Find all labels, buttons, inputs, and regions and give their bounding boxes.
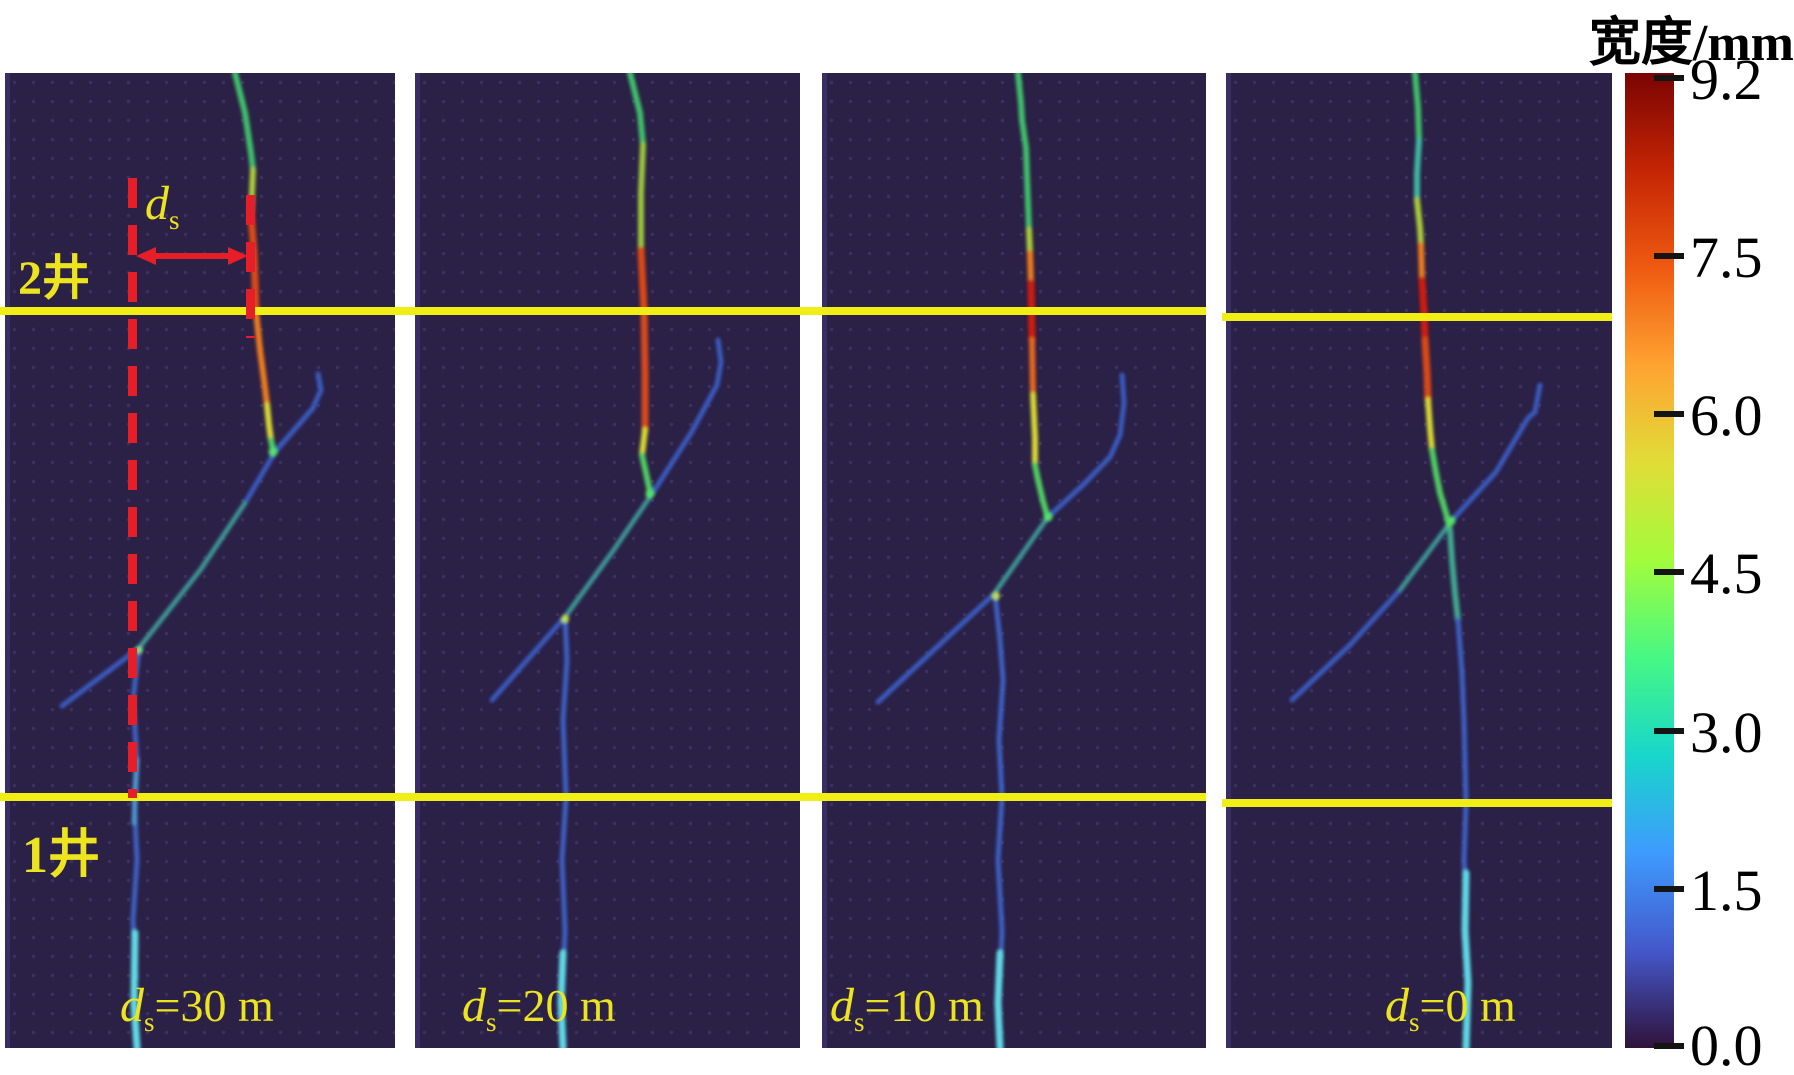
label-var: d — [830, 979, 854, 1032]
label-sub: s — [854, 1007, 865, 1038]
panel-edge — [5, 73, 10, 1048]
fracture-map-ds-20 — [489, 73, 724, 1048]
ds-left-dashed-line — [128, 178, 137, 798]
panel-edge — [1226, 73, 1231, 1048]
panel-edge — [415, 73, 420, 1048]
label-rest: =20 m — [496, 980, 616, 1031]
fracture-map-ds-30 — [59, 73, 324, 1048]
colorbar-tick-label: 9.2 — [1690, 47, 1763, 112]
panel-ds-20 — [415, 73, 800, 1048]
colorbar-tick-label: 0.0 — [1690, 1013, 1763, 1075]
well1-line-main — [0, 793, 1206, 801]
colorbar-gradient — [1625, 73, 1674, 1048]
colorbar-tick — [1654, 411, 1684, 417]
colorbar-tick-label: 3.0 — [1690, 700, 1763, 765]
label-rest: =30 m — [154, 980, 274, 1031]
colorbar-tick-label: 6.0 — [1690, 383, 1763, 448]
colorbar-tick — [1654, 1043, 1684, 1049]
well1-label: 1井 — [22, 827, 101, 884]
panel-label-ds-20: ds=20 m — [462, 978, 616, 1036]
colorbar-title: 宽度/mm — [1588, 15, 1794, 72]
label-sub: s — [144, 1007, 155, 1038]
label-var: d — [1385, 979, 1409, 1032]
panel-edge — [822, 73, 827, 1048]
panel-label-ds-0: ds=0 m — [1385, 978, 1516, 1036]
panel-label-ds-30: ds=30 m — [120, 978, 274, 1036]
panel-ds-30 — [5, 73, 395, 1048]
colorbar-tick-label: 7.5 — [1690, 225, 1763, 290]
label-rest: =0 m — [1419, 980, 1516, 1031]
label-rest: =10 m — [864, 980, 984, 1031]
ds-double-arrow — [136, 247, 248, 265]
well2-label: 2井 — [18, 252, 91, 305]
colorbar-tick-label: 1.5 — [1690, 858, 1763, 923]
well2-line-panel4 — [1222, 313, 1612, 321]
fracture-map-ds-0 — [1289, 73, 1543, 1048]
label-var: d — [462, 979, 486, 1032]
colorbar-tick — [1654, 253, 1684, 259]
label-sub: s — [486, 1007, 497, 1038]
well1-line-panel4 — [1222, 799, 1612, 807]
ds-sub: s — [169, 205, 180, 236]
label-var: d — [120, 979, 144, 1032]
ds-annotation-label: ds — [145, 176, 180, 234]
colorbar-tick — [1654, 886, 1684, 892]
fracture-map-ds-10 — [875, 73, 1127, 1048]
panel-ds-0 — [1226, 73, 1612, 1048]
colorbar-tick-label: 4.5 — [1690, 541, 1763, 606]
panel-label-ds-10: ds=10 m — [830, 978, 984, 1036]
colorbar-tick — [1654, 728, 1684, 734]
panel-ds-10 — [822, 73, 1206, 1048]
ds-right-dashed-line — [246, 195, 255, 338]
colorbar-tick — [1654, 569, 1684, 575]
colorbar-tick — [1654, 75, 1684, 81]
label-sub: s — [1409, 1007, 1420, 1038]
well2-line-main — [0, 307, 1206, 315]
ds-var: d — [145, 177, 169, 230]
